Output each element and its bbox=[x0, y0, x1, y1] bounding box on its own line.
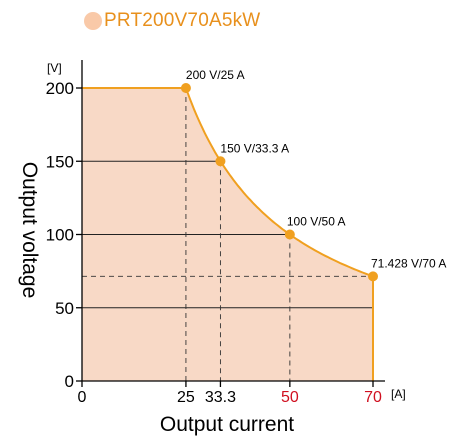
y-unit-label: [V] bbox=[47, 61, 62, 75]
data-point-label: 150 V/33.3 A bbox=[220, 141, 289, 155]
x-axis-title: Output current bbox=[160, 413, 294, 436]
y-tick-label: 200 bbox=[46, 79, 74, 98]
x-unit-label: [A] bbox=[391, 387, 406, 401]
y-tick-label: 50 bbox=[55, 299, 74, 318]
data-point bbox=[368, 271, 378, 282]
legend-marker bbox=[84, 12, 102, 30]
data-point-label: 200 V/25 A bbox=[186, 68, 245, 82]
data-point bbox=[215, 156, 226, 167]
data-point bbox=[284, 229, 295, 240]
x-tick-label: 25 bbox=[177, 389, 195, 406]
legend-label: PRT200V70A5kW bbox=[104, 10, 261, 31]
x-tick-label: 70 bbox=[364, 389, 382, 406]
data-point-label: 71.428 V/70 A bbox=[371, 256, 446, 270]
data-point bbox=[180, 83, 191, 93]
x-tick-label: 50 bbox=[281, 389, 299, 406]
data-point-label: 100 V/50 A bbox=[287, 215, 346, 229]
y-axis-title: Output voltage bbox=[18, 162, 41, 299]
x-tick-label: 0 bbox=[78, 389, 87, 406]
y-tick-label: 100 bbox=[46, 226, 74, 245]
series-line bbox=[82, 87, 374, 278]
legend: PRT200V70A5kW bbox=[84, 10, 260, 32]
x-tick-label: 33.3 bbox=[205, 389, 236, 406]
y-tick-label: 150 bbox=[46, 152, 74, 171]
y-tick-label: 0 bbox=[65, 372, 74, 391]
